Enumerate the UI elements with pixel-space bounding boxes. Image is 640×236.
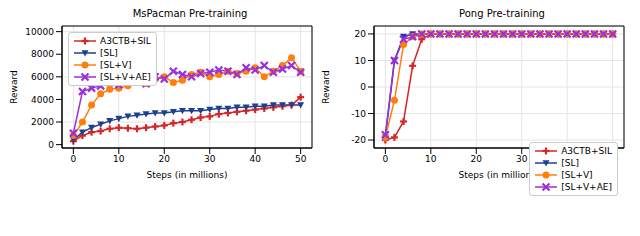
svg-text:30: 30: [204, 154, 216, 164]
svg-text:0: 0: [48, 140, 54, 150]
svg-text:Reward: Reward: [9, 70, 19, 104]
svg-text:2000: 2000: [31, 117, 54, 127]
svg-text:20: 20: [159, 154, 171, 164]
svg-text:40: 40: [561, 154, 573, 164]
svg-text:Reward: Reward: [321, 70, 331, 104]
svg-text:10: 10: [113, 154, 125, 164]
svg-text:-10: -10: [351, 109, 366, 119]
svg-text:20: 20: [471, 154, 483, 164]
svg-text:-20: -20: [351, 135, 366, 145]
svg-text:Steps (in millions): Steps (in millions): [147, 170, 228, 180]
svg-text:0: 0: [360, 82, 366, 92]
svg-text:0: 0: [70, 154, 76, 164]
svg-text:50: 50: [607, 154, 619, 164]
svg-text:Steps (in millions): Steps (in millions): [459, 170, 540, 180]
svg-text:6000: 6000: [31, 72, 54, 82]
svg-text:10000: 10000: [25, 27, 54, 37]
svg-text:30: 30: [516, 154, 528, 164]
svg-text:10: 10: [425, 154, 437, 164]
svg-text:50: 50: [295, 154, 307, 164]
svg-text:20: 20: [355, 29, 367, 39]
svg-text:4000: 4000: [31, 95, 54, 105]
svg-text:0: 0: [382, 154, 388, 164]
svg-text:40: 40: [249, 154, 261, 164]
svg-text:8000: 8000: [31, 49, 54, 59]
svg-text:10: 10: [355, 56, 367, 66]
